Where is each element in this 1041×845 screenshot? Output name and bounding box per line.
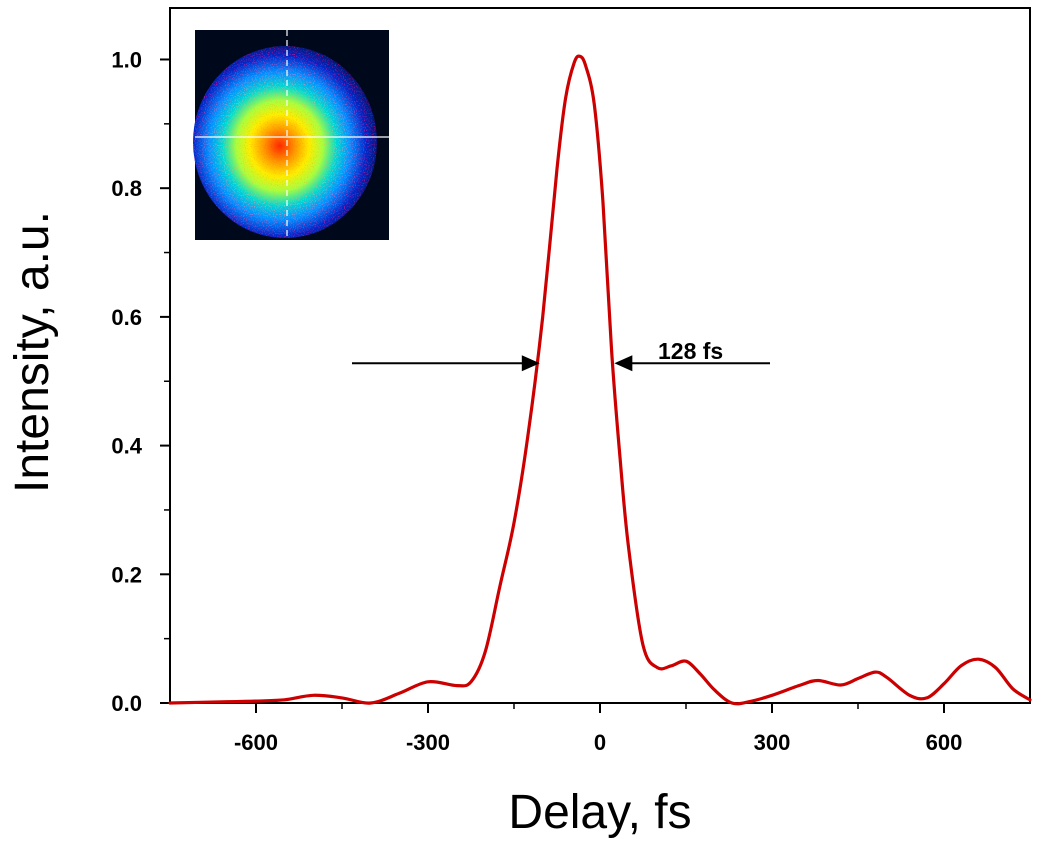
- x-tick-label: -300: [406, 730, 450, 755]
- y-axis-title: Intensity, a.u.: [6, 211, 59, 493]
- y-tick-label: 0.8: [111, 176, 142, 201]
- y-tick-label: 0.2: [111, 562, 142, 587]
- y-tick-label: 1.0: [111, 47, 142, 72]
- inset-beam-image: [193, 30, 389, 240]
- y-tick-label: 0.6: [111, 305, 142, 330]
- tick-labels: -600 -300 0 300 600 0.0 0.2 0.4 0.6 0.8 1.0: [111, 47, 962, 755]
- fwhm-arrow-right-head: [614, 355, 633, 372]
- x-tick-label: 600: [926, 730, 963, 755]
- series-line-autocorrelation: [168, 54, 1032, 706]
- x-axis-title: Delay, fs: [508, 786, 691, 839]
- axes-ticks: [160, 58, 945, 713]
- x-tick-label: 300: [754, 730, 791, 755]
- y-tick-label: 0.4: [111, 434, 142, 459]
- fwhm-annotation: 128 fs: [352, 338, 770, 372]
- fwhm-label: 128 fs: [658, 338, 723, 364]
- x-tick-label: -600: [234, 730, 278, 755]
- fwhm-arrow-left-head: [521, 355, 540, 372]
- x-tick-label: 0: [594, 730, 606, 755]
- y-tick-label: 0.0: [111, 691, 142, 716]
